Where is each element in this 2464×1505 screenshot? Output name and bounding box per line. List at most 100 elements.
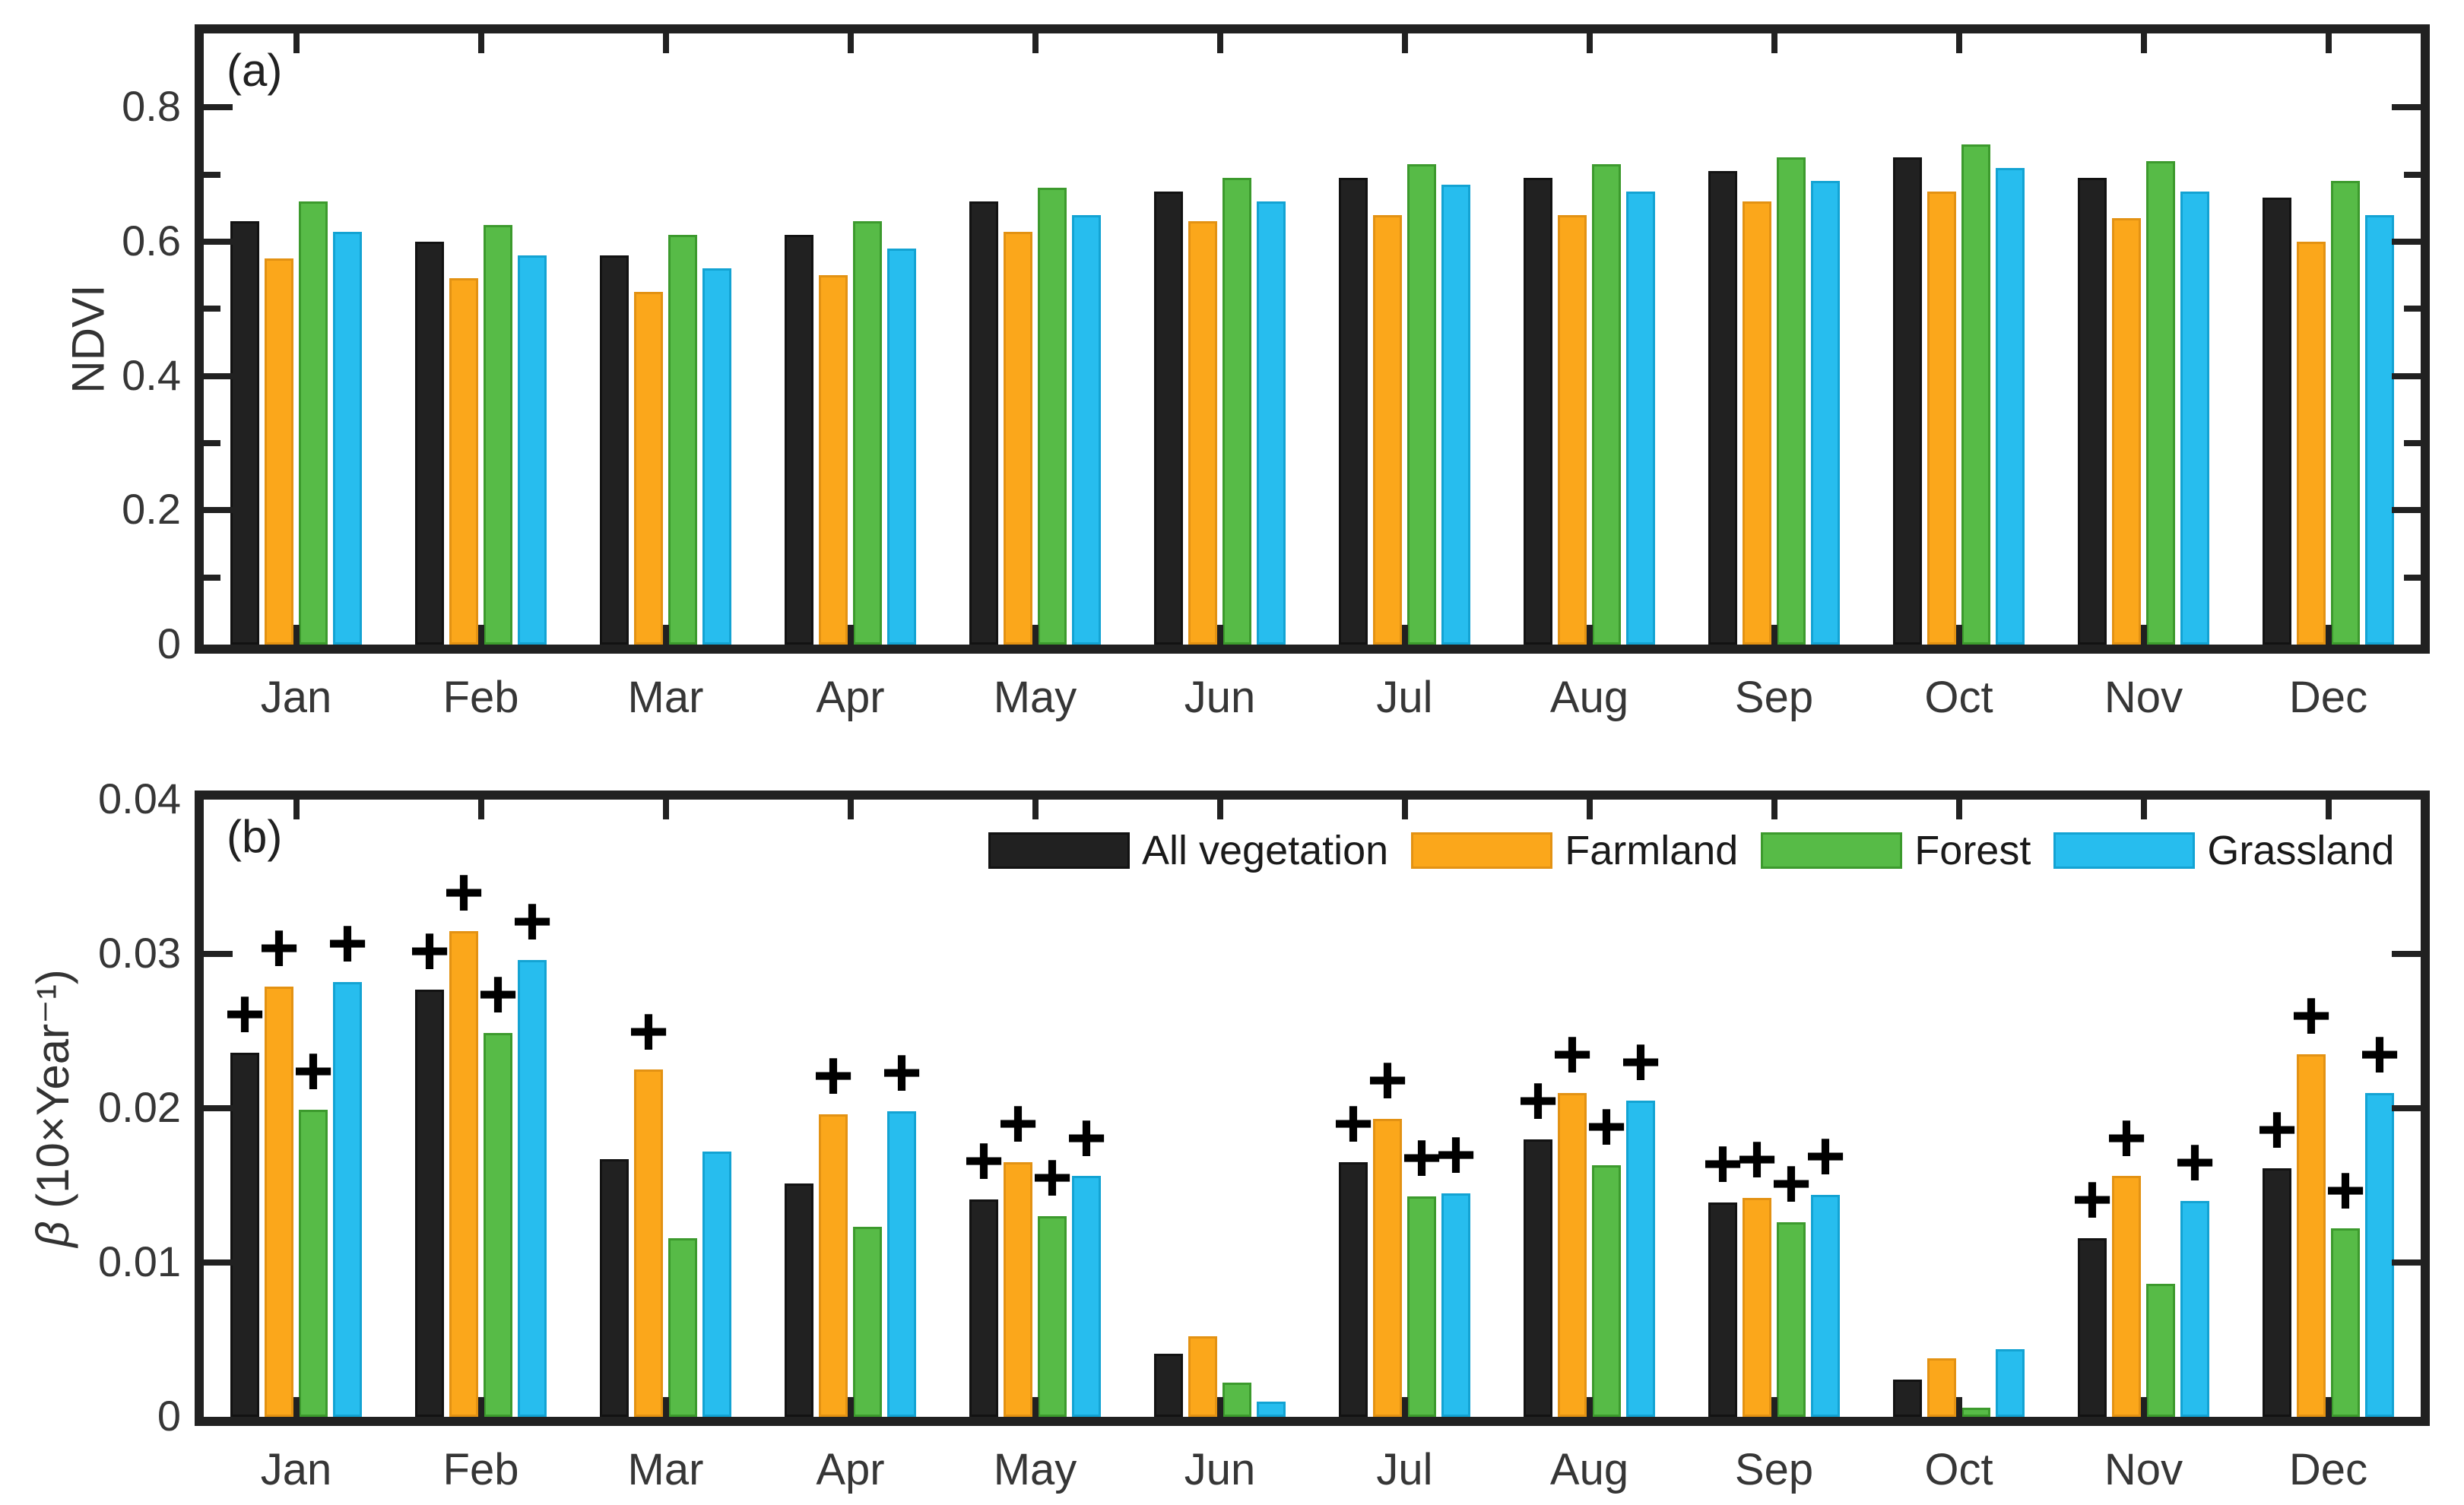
y-tick-label: 0.01: [98, 1237, 181, 1285]
bar-forest-jun: [1222, 1383, 1251, 1417]
y-tick-major: [204, 1105, 233, 1111]
bar-grassland-jul: [1441, 1193, 1470, 1417]
legend-swatch-all-vegetation: [988, 832, 1130, 869]
bar-all-vegetation-apr: [785, 235, 813, 645]
y-tick-label: 0.6: [122, 216, 181, 265]
x-tick-top: [477, 33, 484, 53]
x-tick-top: [477, 800, 484, 819]
significance-marker-all-vegetation-aug: +: [1517, 1061, 1559, 1139]
significance-marker-grassland-jul: +: [1435, 1115, 1476, 1193]
bar-all-vegetation-jun: [1154, 191, 1183, 645]
bar-all-vegetation-may: [969, 1199, 998, 1417]
x-tick-bottom: [293, 625, 300, 645]
x-tick-top: [1771, 33, 1777, 53]
significance-marker-all-vegetation-jul: +: [1333, 1085, 1374, 1163]
y-tick-major: [2392, 104, 2421, 111]
x-tick-label-jul: Jul: [1376, 673, 1433, 722]
bar-grassland-dec: [2365, 1092, 2394, 1417]
significance-marker-farmland-apr: +: [813, 1037, 854, 1115]
x-tick-top: [1216, 800, 1223, 819]
bar-forest-feb: [484, 1032, 512, 1417]
bar-farmland-dec: [2297, 241, 2326, 645]
y-tick-major: [2392, 1259, 2421, 1266]
x-tick-top: [847, 33, 854, 53]
bar-forest-jan: [299, 1110, 328, 1417]
x-tick-bottom: [1586, 625, 1593, 645]
bar-all-vegetation-jul: [1339, 177, 1368, 645]
y-tick-label: 0.4: [122, 350, 181, 399]
significance-marker-forest-feb: +: [477, 955, 518, 1033]
bar-grassland-mar: [702, 1151, 731, 1417]
y-tick-major: [2392, 1105, 2421, 1111]
x-tick-label-oct: Oct: [1924, 1445, 1993, 1494]
bar-all-vegetation-apr: [785, 1183, 813, 1417]
bar-farmland-apr: [819, 275, 848, 645]
legend-entry-all-vegetation: All vegetation: [988, 827, 1388, 874]
legend-swatch-grassland: [2053, 832, 2196, 869]
y-tick-major: [204, 238, 233, 245]
y-tick-minor: [2404, 171, 2421, 178]
significance-marker-all-vegetation-sep: +: [1702, 1125, 1743, 1203]
legend-swatch-farmland: [1411, 832, 1553, 869]
y-tick-minor: [204, 574, 220, 581]
significance-marker-all-vegetation-nov: +: [2072, 1160, 2113, 1238]
bar-forest-may: [1038, 1216, 1067, 1417]
bar-forest-dec: [2331, 181, 2360, 645]
legend-label-forest: Forest: [1914, 828, 2031, 873]
y-tick-major: [204, 1259, 233, 1266]
y-tick-minor: [2404, 306, 2421, 312]
bar-grassland-feb: [518, 960, 547, 1417]
bar-grassland-apr: [887, 248, 916, 645]
bar-grassland-jan: [333, 231, 362, 645]
bar-grassland-oct: [1996, 167, 2025, 645]
y-tick-minor: [2404, 574, 2421, 581]
x-tick-label-aug: Aug: [1549, 673, 1629, 722]
bar-farmland-aug: [1558, 1092, 1587, 1417]
x-tick-bottom: [1216, 1397, 1223, 1417]
x-tick-bottom: [847, 1397, 854, 1417]
bar-forest-dec: [2331, 1228, 2360, 1417]
x-tick-label-jan: Jan: [260, 1445, 332, 1494]
significance-marker-grassland-nov: +: [2174, 1123, 2215, 1202]
y-tick-minor: [204, 171, 220, 178]
panel-a: (a) NDVI 0 0.2 0.4 0.6 0.8 Jan Feb Mar Apr May Jun…: [63, 24, 2430, 722]
significance-marker-forest-jan: +: [293, 1032, 334, 1111]
bar-farmland-mar: [634, 1069, 663, 1417]
bar-grassland-may: [1072, 1176, 1101, 1417]
bar-all-vegetation-sep: [1708, 171, 1737, 645]
panel-b: (b) β (10×Year⁻¹) All vegetation Farmlan…: [27, 775, 2430, 1494]
x-tick-bottom: [477, 625, 484, 645]
bar-grassland-feb: [518, 255, 547, 645]
x-tick-top: [1586, 33, 1593, 53]
bar-grassland-aug: [1626, 1100, 1655, 1417]
y-tick-major: [2392, 238, 2421, 245]
x-tick-bottom: [1032, 1397, 1039, 1417]
x-tick-top: [1955, 33, 1962, 53]
bar-grassland-jun: [1257, 1401, 1286, 1417]
x-tick-bottom: [2140, 625, 2147, 645]
bar-grassland-sep: [1811, 181, 1840, 645]
bar-farmland-nov: [2112, 1176, 2141, 1417]
bar-forest-apr: [853, 1227, 882, 1417]
legend-label-all-vegetation: All vegetation: [1142, 828, 1389, 873]
bar-farmland-sep: [1743, 201, 1771, 645]
significance-marker-forest-jul: +: [1401, 1118, 1442, 1196]
x-tick-bottom: [662, 625, 669, 645]
x-tick-bottom: [847, 625, 854, 645]
bar-forest-oct: [1961, 1407, 1990, 1417]
significance-marker-all-vegetation-may: +: [963, 1122, 1004, 1200]
bar-farmland-jan: [265, 258, 293, 645]
bar-all-vegetation-nov: [2078, 177, 2107, 645]
significance-marker-grassland-apr: +: [881, 1034, 922, 1112]
significance-marker-forest-aug: +: [1586, 1088, 1627, 1166]
y-tick-minor: [204, 306, 220, 312]
significance-marker-grassland-dec: +: [2359, 1015, 2400, 1093]
legend-label-farmland: Farmland: [1565, 828, 1739, 873]
x-tick-bottom: [1955, 625, 1962, 645]
x-tick-label-dec: Dec: [2288, 1445, 2368, 1494]
significance-marker-grassland-aug: +: [1620, 1023, 1661, 1101]
bar-grassland-may: [1072, 214, 1101, 645]
x-tick-label-jul: Jul: [1376, 1445, 1433, 1494]
x-tick-bottom: [2140, 1397, 2147, 1417]
significance-marker-farmland-sep: +: [1736, 1120, 1777, 1198]
